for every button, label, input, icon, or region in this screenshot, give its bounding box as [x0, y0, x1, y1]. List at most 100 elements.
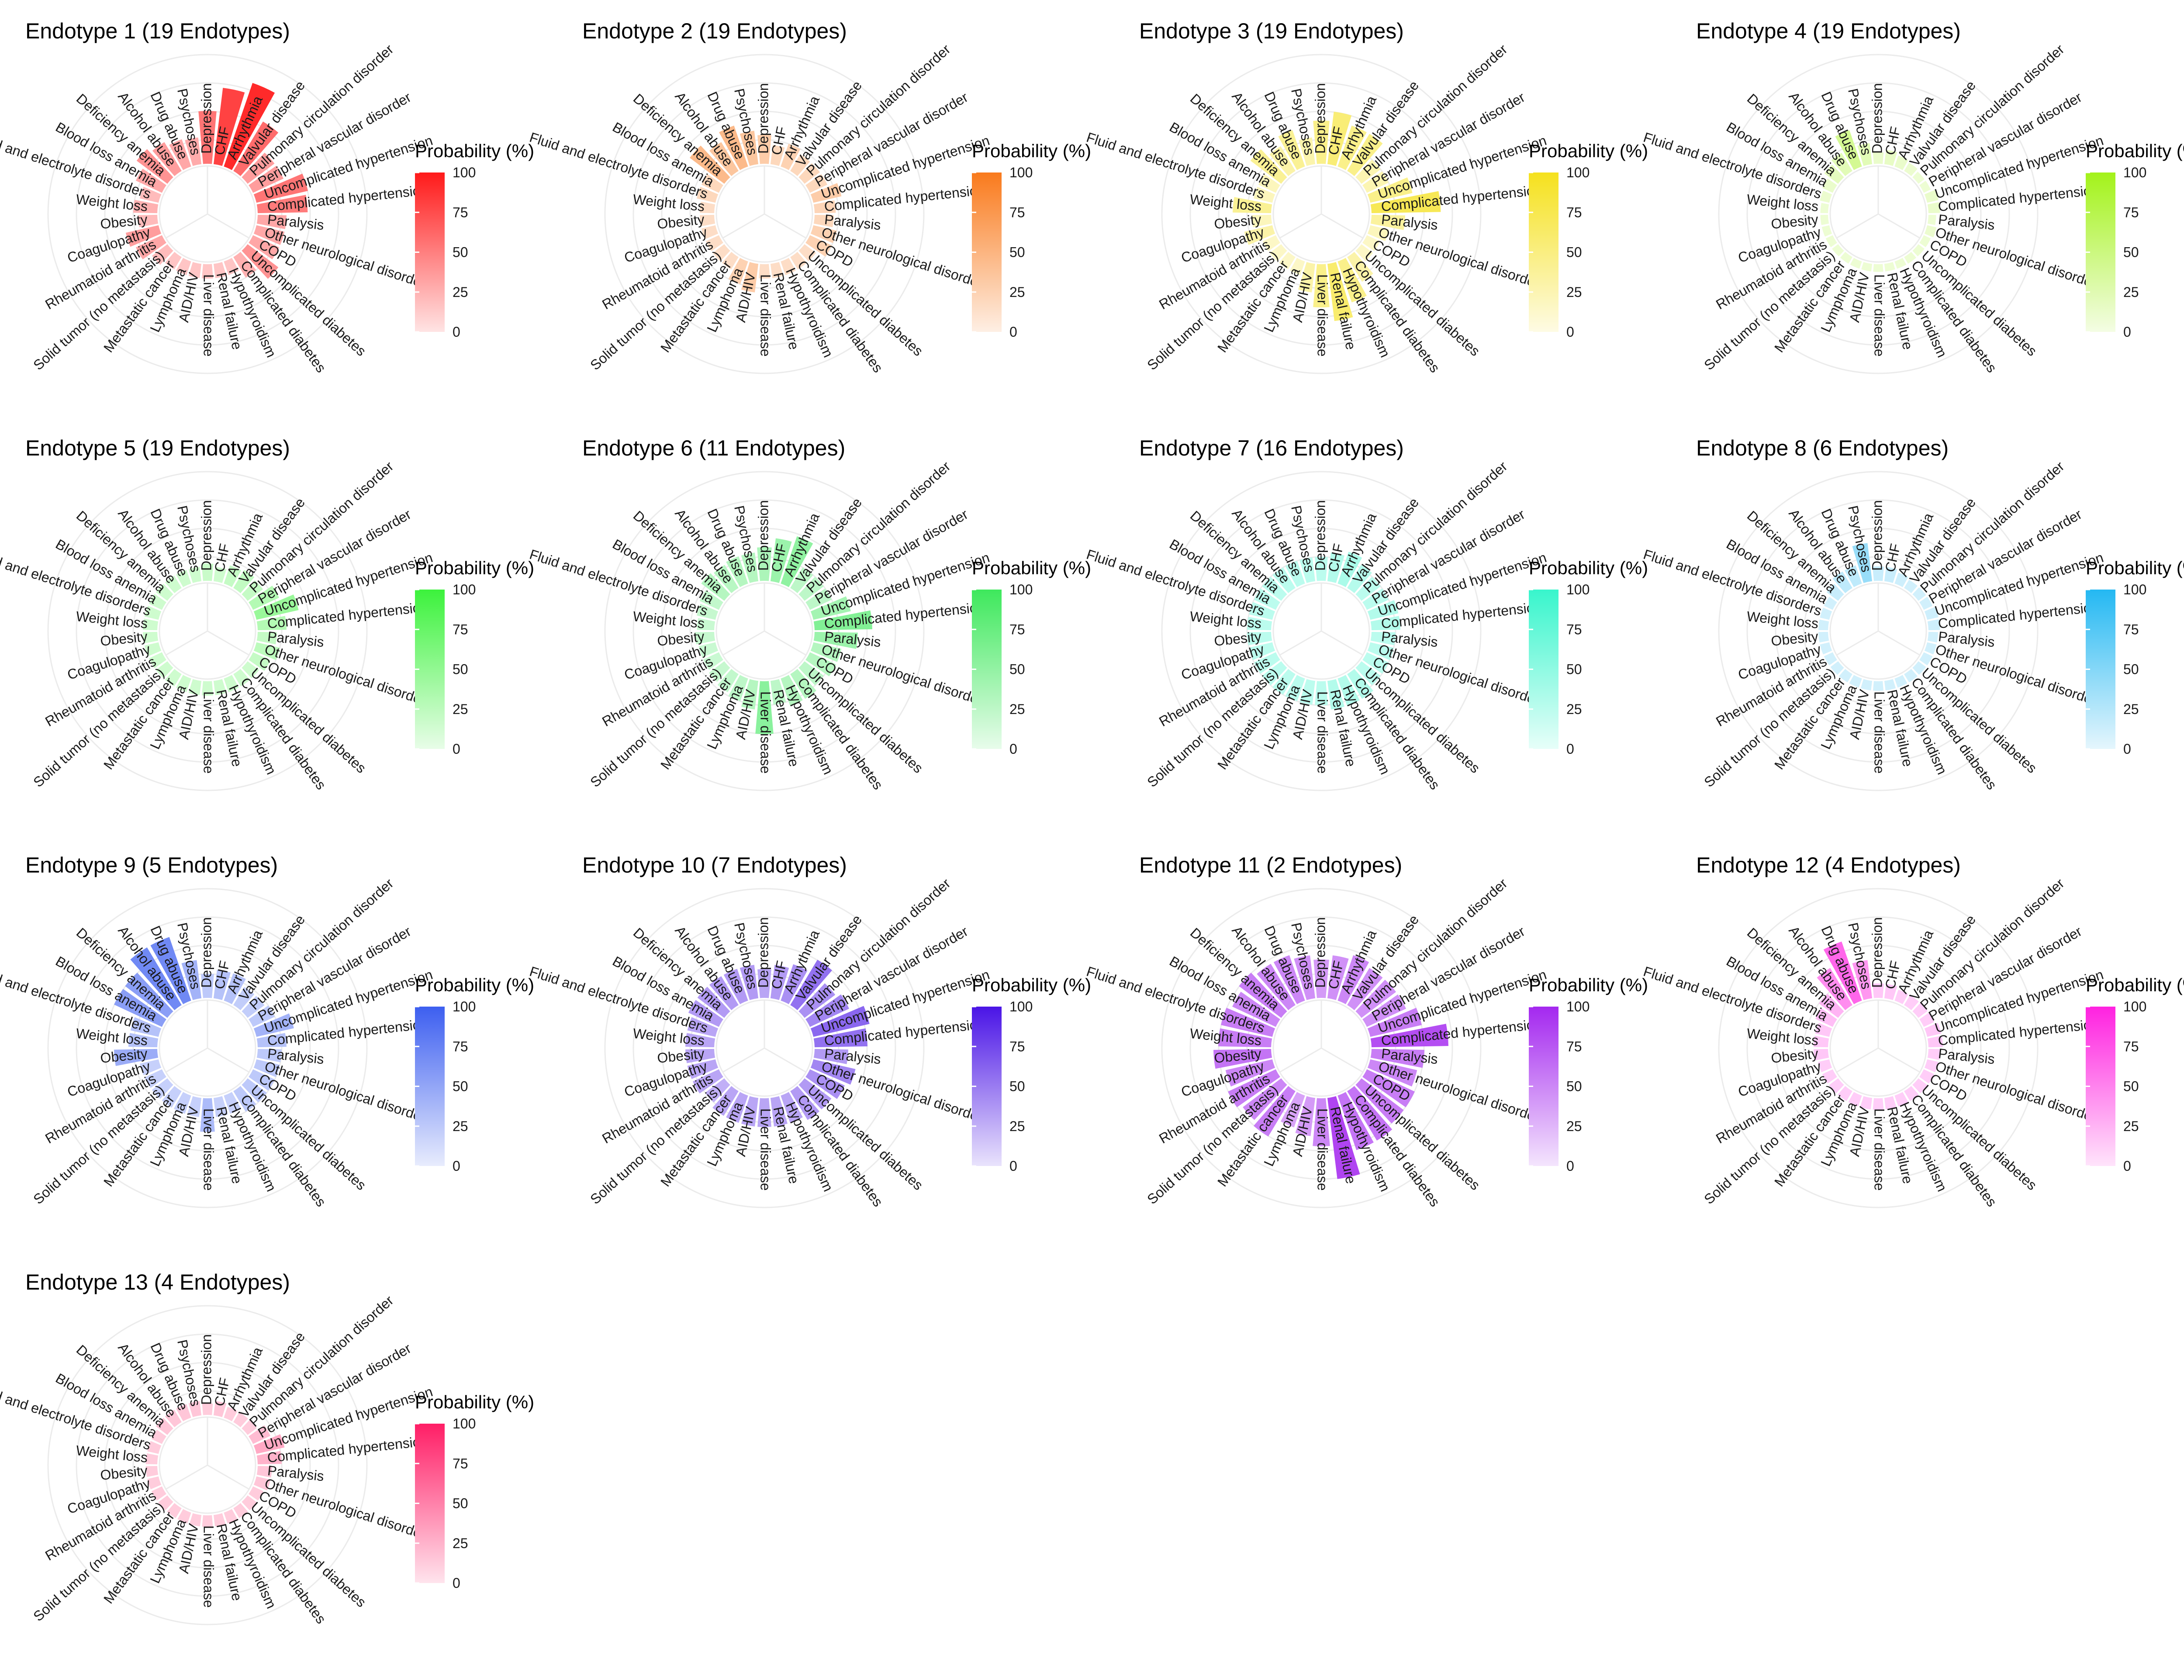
bar-complicated-hypertension: [1370, 616, 1400, 631]
grid-ring: [1218, 528, 1425, 735]
grid-spoke: [1279, 213, 1322, 239]
legend-colorbar: [1529, 172, 1559, 332]
bar-weight-loss: [128, 1033, 159, 1048]
bar-obesity: [114, 1049, 159, 1066]
bar-weight-loss: [1818, 619, 1829, 631]
bar-psychoses: [741, 552, 759, 583]
bar-series: [114, 937, 294, 1132]
bar-peripheral-vascular-disorder: [805, 588, 832, 610]
grid-ring: [1161, 471, 1482, 791]
bar-other-neurological-disorders: [253, 225, 285, 245]
bar-series: [1213, 955, 1448, 1179]
bar-psychoses: [1299, 557, 1316, 583]
panel-endotype-7: Endotype 7 (16 Endotypes)DepressionCHFAr…: [1085, 436, 1648, 793]
bar-deficiency-anemia: [1250, 149, 1287, 184]
bar-rheumatoid-arthritis: [1262, 235, 1280, 251]
category-label: Depression: [1312, 917, 1328, 988]
grid-ring: [1746, 499, 2010, 763]
bar-deficiency-anemia: [697, 987, 730, 1018]
bar-aid-hiv: [741, 679, 759, 710]
bar-solid-tumor-no-metastasis-: [1269, 244, 1287, 262]
legend-tick-label: 75: [1009, 204, 1025, 220]
bar-pulmonary-circulation-disorder: [1912, 1003, 1928, 1018]
bar-lymphoma: [176, 258, 191, 275]
bar-obesity: [1814, 1049, 1829, 1061]
bar-metastatic-cancer: [165, 252, 182, 269]
legend-tick-label: 100: [2123, 999, 2146, 1014]
bar-fluid-and-electrolyte-disorders: [697, 604, 719, 620]
bar-complicated-hypertension: [256, 1451, 282, 1465]
grid-ring: [661, 945, 868, 1152]
grid-spoke: [1321, 1047, 1364, 1073]
bar-drug-abuse: [719, 125, 748, 170]
bar-uncomplicated-diabetes: [1355, 1078, 1404, 1124]
panel-endotype-12: Endotype 12 (4 Endotypes)DepressionCHFAr…: [1641, 853, 2184, 1210]
bar-complicated-diabetes: [1347, 669, 1373, 699]
bar-renal-failure: [1327, 1096, 1360, 1179]
legend-tick-label: 50: [2123, 1079, 2139, 1094]
bar-depression: [202, 1403, 213, 1415]
bar-aid-hiv: [188, 679, 202, 695]
bar-solid-tumor-no-metastasis-: [1262, 661, 1287, 686]
bar-hypothyroidism: [781, 675, 803, 706]
bar-solid-tumor-no-metastasis-: [1832, 244, 1844, 257]
bar-copd: [1362, 652, 1389, 674]
panel-title: Endotype 6 (11 Endotypes): [582, 436, 845, 460]
bar-liver-disease: [1315, 681, 1328, 706]
bar-series: [1818, 543, 1940, 691]
legend-tick-label: 100: [1566, 582, 1590, 597]
grid-ring: [47, 888, 368, 1208]
legend-title: Probability (%): [972, 558, 1091, 578]
legend: Probability (%) 0 25 50 75 100: [415, 558, 534, 757]
legend-colorbar: [415, 590, 445, 749]
legend-tick-label: 0: [453, 1575, 460, 1591]
bar-series: [1820, 130, 1940, 272]
legend-tick-label: 0: [1009, 741, 1017, 757]
bar-weight-loss: [700, 201, 715, 214]
bar-drug-abuse: [1835, 130, 1862, 170]
legend: Probability (%) 0 25 50 75 100: [972, 975, 1091, 1174]
legend-tick-label: 100: [1009, 999, 1033, 1014]
bar-uncomplicated-diabetes: [242, 1078, 267, 1103]
bar-liver-disease: [755, 681, 774, 734]
bar-complicated-diabetes: [233, 1086, 256, 1112]
legend-tick-label: 50: [1009, 662, 1025, 677]
bar-lymphoma: [1849, 675, 1862, 688]
bar-complicated-hypertension: [1370, 191, 1441, 214]
bar-complicated-diabetes: [1347, 252, 1373, 282]
bar-metastatic-cancer: [1254, 1086, 1296, 1137]
bar-blood-loss-anemia: [1815, 1008, 1837, 1027]
category-label: Depression: [755, 917, 771, 988]
legend-tick-label: 0: [2123, 324, 2131, 340]
legend-tick-label: 50: [453, 1079, 468, 1094]
bar-fluid-and-electrolyte-disorders: [1249, 602, 1275, 620]
legend-tick-label: 25: [453, 1535, 468, 1551]
bar-weight-loss: [1233, 197, 1272, 214]
bar-complicated-diabetes: [1347, 1086, 1393, 1141]
legend-tick-label: 100: [1566, 165, 1590, 180]
bar-coagulopathy: [125, 225, 162, 247]
bar-depression: [757, 969, 771, 998]
bar-arrhythmia: [224, 565, 242, 587]
bar-aid-hiv: [1861, 262, 1873, 272]
bar-rheumatoid-arthritis: [1822, 1069, 1837, 1084]
bar-metastatic-cancer: [712, 1086, 739, 1116]
bar-metastatic-cancer: [1838, 1086, 1852, 1101]
bar-deficiency-anemia: [701, 573, 730, 601]
bar-peripheral-vascular-disorder: [1919, 1012, 1935, 1027]
inner-ring: [159, 582, 256, 680]
legend-tick-label: 25: [453, 284, 468, 300]
bar-complicated-diabetes: [790, 669, 816, 699]
bar-chf: [770, 538, 792, 583]
bar-complicated-diabetes: [1904, 252, 1917, 264]
bar-rheumatoid-arthritis: [692, 1069, 723, 1094]
inner-ring: [715, 999, 813, 1097]
grid-ring: [661, 110, 868, 317]
polar-grid: [47, 1305, 368, 1625]
grid-ring: [604, 471, 925, 791]
bar-uncomplicated-diabetes: [1355, 661, 1381, 686]
category-label: Liver disease: [1315, 1108, 1330, 1191]
bar-peripheral-vascular-disorder: [1362, 994, 1406, 1027]
